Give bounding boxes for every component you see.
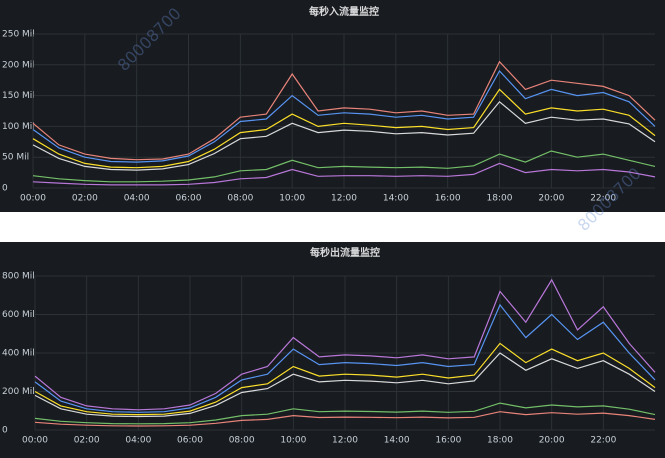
panel-title: 每秒出流量监控 <box>310 246 380 259</box>
y-tick-label: 800 Mil <box>2 272 35 282</box>
y-tick-label: 200 Mil <box>2 387 35 397</box>
y-tick-label: 250 Mil <box>2 30 35 40</box>
x-tick-label: 12:00 <box>332 436 358 446</box>
y-tick-label: 400 Mil <box>2 349 35 359</box>
series-line <box>32 162 656 186</box>
x-tick-label: 18:00 <box>487 194 513 204</box>
series-line <box>32 69 656 163</box>
series-line <box>34 411 656 427</box>
y-tick-label: 0 <box>2 184 8 194</box>
x-tick-label: 04:00 <box>124 194 150 204</box>
x-tick-label: 22:00 <box>590 436 616 446</box>
x-tick-label: 00:00 <box>22 436 48 446</box>
x-tick-label: 02:00 <box>72 194 98 204</box>
x-tick-label: 16:00 <box>435 436 461 446</box>
x-tick-label: 22:00 <box>590 194 616 204</box>
series-line <box>32 60 656 161</box>
series-line <box>34 402 656 425</box>
x-tick-label: 20:00 <box>539 436 565 446</box>
y-tick-label: 150 Mil <box>2 91 35 101</box>
panel-bg <box>0 0 665 212</box>
x-tick-label: 00:00 <box>20 194 46 204</box>
series-line <box>34 352 656 418</box>
x-tick-label: 18:00 <box>487 436 513 446</box>
panel-title: 每秒入流量监控 <box>309 5 379 18</box>
x-tick-label: 14:00 <box>383 194 409 204</box>
y-tick-label: 50 Mil <box>2 153 29 163</box>
x-tick-label: 10:00 <box>280 436 306 446</box>
x-tick-label: 04:00 <box>125 436 151 446</box>
x-tick-label: 06:00 <box>176 194 202 204</box>
y-tick-label: 0 <box>2 426 8 436</box>
x-tick-label: 08:00 <box>227 194 253 204</box>
series-line <box>34 342 656 416</box>
y-tick-label: 200 Mil <box>2 60 35 70</box>
x-tick-label: 06:00 <box>177 436 203 446</box>
x-tick-label: 08:00 <box>229 436 255 446</box>
y-tick-label: 600 Mil <box>2 310 35 320</box>
series-line <box>34 303 656 413</box>
x-tick-label: 12:00 <box>331 194 357 204</box>
x-tick-label: 02:00 <box>74 436 100 446</box>
series-line <box>32 150 656 183</box>
x-tick-label: 16:00 <box>435 194 461 204</box>
x-tick-label: 10:00 <box>279 194 305 204</box>
y-tick-label: 100 Mil <box>2 122 35 132</box>
series-line <box>32 88 656 169</box>
series-line <box>34 278 656 411</box>
x-tick-label: 20:00 <box>538 194 564 204</box>
x-tick-label: 14:00 <box>384 436 410 446</box>
series-line <box>32 100 656 171</box>
